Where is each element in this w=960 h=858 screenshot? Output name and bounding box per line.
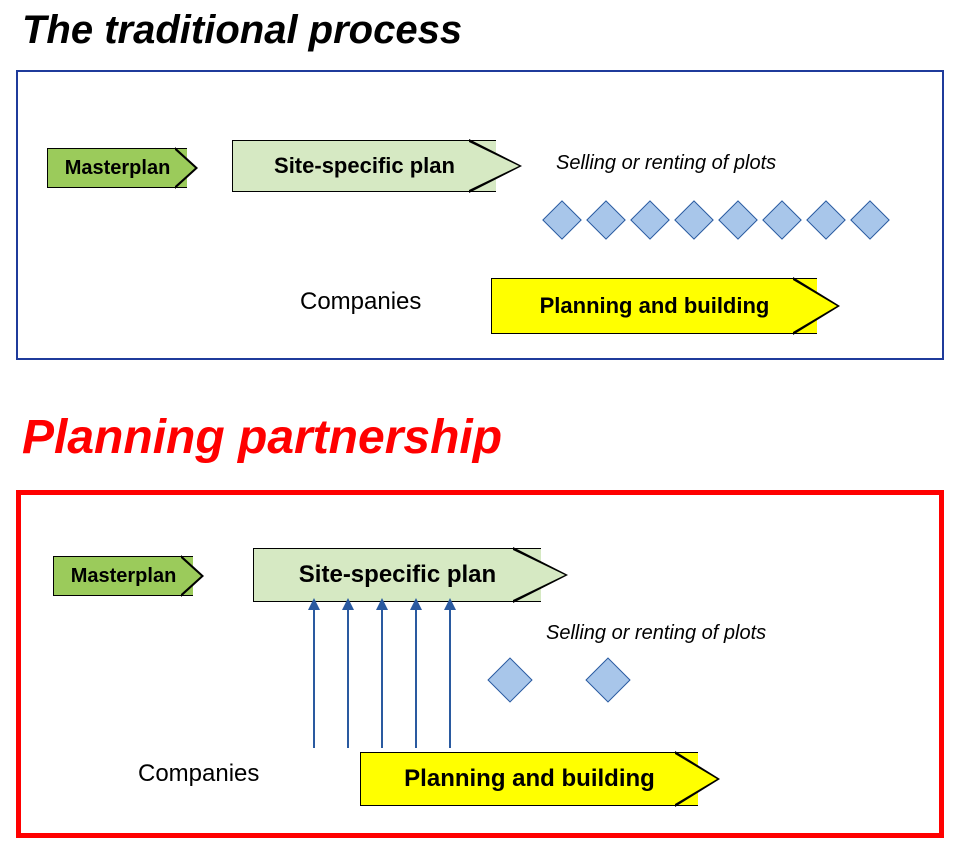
label-planning-building-bottom: Planning and building <box>404 765 655 793</box>
label-planning-building-top: Planning and building <box>540 293 770 319</box>
label-siteplan-top: Site-specific plan <box>274 153 455 179</box>
box-siteplan-bottom: Site-specific plan <box>226 548 568 602</box>
label-selling-top: Selling or renting of plots <box>556 152 776 175</box>
box-masterplan-top: Masterplan <box>36 148 198 188</box>
box-masterplan-bottom: Masterplan <box>42 556 204 596</box>
box-planning-building-bottom: Planning and building <box>338 752 720 806</box>
box-siteplan-top: Site-specific plan <box>206 140 522 192</box>
title-partnership: Planning partnership <box>22 410 502 465</box>
label-companies-bottom: Companies <box>138 760 259 788</box>
diagram-root: { "canvas": { "width": 960, "height": 85… <box>0 0 960 858</box>
label-masterplan-top: Masterplan <box>65 157 171 180</box>
label-companies-top: Companies <box>300 288 421 316</box>
title-traditional: The traditional process <box>22 8 462 53</box>
label-siteplan-bottom: Site-specific plan <box>299 561 496 589</box>
label-selling-bottom: Selling or renting of plots <box>546 622 766 645</box>
box-planning-building-top: Planning and building <box>468 278 840 334</box>
label-masterplan-bottom: Masterplan <box>71 565 177 588</box>
